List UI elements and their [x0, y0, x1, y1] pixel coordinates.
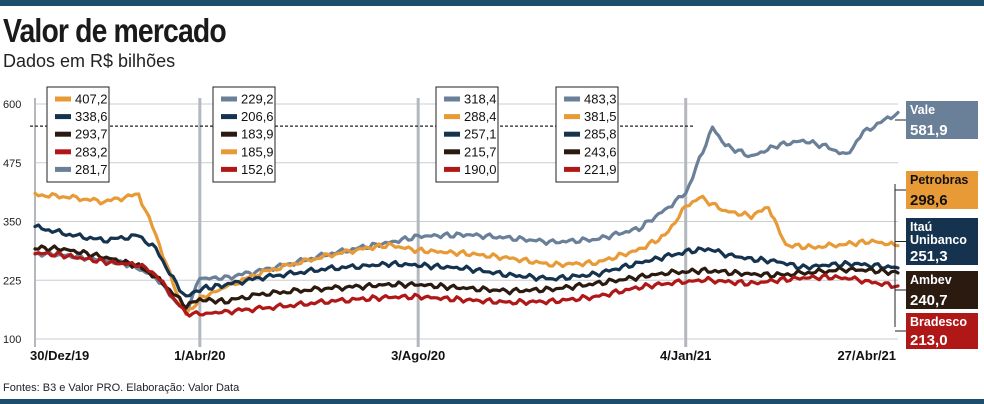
annotation-value: 483,3 [584, 92, 617, 107]
series-line-petrobras [33, 191, 900, 316]
end-label-name: Petrobras [910, 173, 968, 187]
annotation-value: 283,2 [75, 144, 108, 159]
chart-title: Valor de mercado [3, 12, 227, 49]
x-tick-label: 30/Dez/19 [30, 348, 89, 363]
annotation-value: 206,6 [241, 109, 274, 124]
y-tick-label: 100 [3, 334, 21, 346]
annotation-value: 285,8 [584, 127, 617, 142]
end-labels: Vale 581,9 Petrobras 298,6 ItaúUnibanco251,3… [894, 101, 978, 349]
series-layer [33, 110, 900, 318]
y-tick-label: 225 [3, 275, 21, 287]
end-label-name: Bradesco [910, 315, 967, 329]
annotation-value: 215,7 [464, 144, 497, 159]
end-label-value: 581,9 [910, 122, 948, 139]
bottom-band [0, 399, 984, 404]
end-label-name: Ambev [910, 273, 952, 287]
annotation-value: 221,9 [584, 162, 617, 177]
x-tick-label: 4/Jan/21 [660, 348, 711, 363]
series-line-bradesco [33, 250, 900, 318]
end-label-name: Itaú [910, 220, 932, 234]
source-note: Fontes: B3 e Valor PRO. Elaboração: Valo… [3, 382, 240, 394]
annotation-value: 185,9 [241, 144, 274, 159]
annotation-value: 381,5 [584, 109, 617, 124]
end-label-value: 213,0 [910, 332, 948, 349]
annotation-value: 183,9 [241, 127, 274, 142]
y-tick-label: 475 [3, 158, 21, 170]
annotation-value: 288,4 [464, 109, 497, 124]
end-label-name: Unibanco [910, 233, 967, 247]
end-label-value: 251,3 [910, 248, 948, 265]
end-label-box-itau-unibanco [906, 218, 978, 265]
end-label-box-bradesco [906, 313, 978, 349]
end-label-name: Vale [910, 103, 935, 117]
end-label-box-petrobras [906, 171, 978, 209]
annotation-value: 152,6 [241, 162, 274, 177]
y-tick-label: 350 [3, 217, 21, 229]
x-tick-label: 1/Abr/20 [174, 348, 225, 363]
annotation-value: 243,6 [584, 144, 617, 159]
end-label-box-vale [906, 101, 978, 139]
annotation-value: 281,7 [75, 162, 108, 177]
annotation-value: 229,2 [241, 92, 274, 107]
end-label-value: 240,7 [910, 292, 948, 309]
chart-subtitle: Dados em R$ bilhões [3, 51, 176, 71]
x-tick-label: 27/Abr/21 [837, 348, 896, 363]
end-label-value: 298,6 [910, 192, 948, 209]
series-line-ambev [33, 244, 900, 310]
axes-layer: 600 475 350 225 100 30/Dez/19 1/Abr/20 3/Ago/20… [3, 99, 896, 363]
annotation-value: 257,1 [464, 127, 497, 142]
y-tick-label: 600 [3, 99, 21, 111]
annotation-value: 407,2 [75, 92, 108, 107]
top-band [0, 0, 984, 6]
x-tick-label: 3/Ago/20 [391, 348, 445, 363]
annotation-boxes: 407,2 338,6 293,7 283,2 281,7 229,2 206,6 183,9… [46, 86, 619, 183]
annotation-value: 293,7 [75, 127, 108, 142]
annotation-value: 338,6 [75, 109, 108, 124]
end-label-box-ambev [906, 271, 978, 309]
series-line-itau-unibanco [33, 223, 900, 298]
annotation-value: 190,0 [464, 162, 497, 177]
annotation-value: 318,4 [464, 92, 497, 107]
